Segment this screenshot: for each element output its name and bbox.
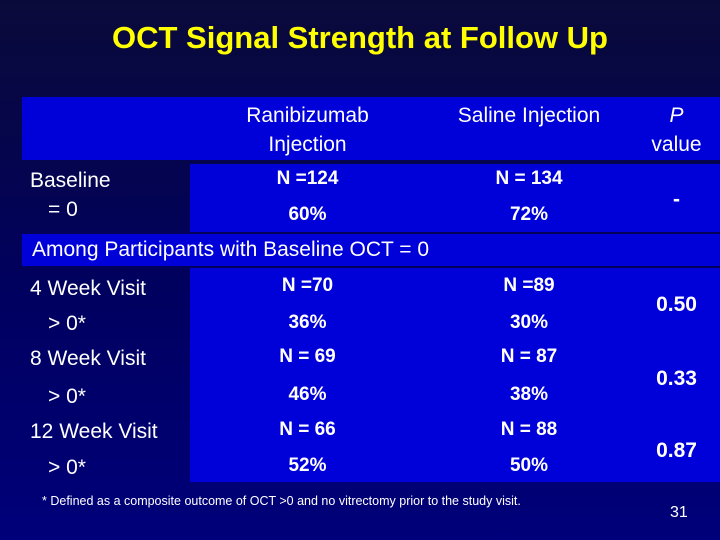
- visit-4-label: 4 Week Visit: [30, 277, 146, 300]
- header-ranibizumab-line1: Ranibizumab: [246, 104, 369, 127]
- visit-12-n-ranibizumab: N = 66: [279, 419, 336, 440]
- header-p-bg: [633, 97, 720, 160]
- visits-values-bg: [190, 268, 633, 482]
- baseline-n-saline: N = 134: [495, 168, 563, 189]
- baseline-pct-ranibizumab: 60%: [288, 204, 327, 225]
- visit-4-n-ranibizumab: N =70: [281, 275, 334, 296]
- visit-12-sub: > 0*: [48, 456, 86, 479]
- visits-p-bg: [633, 268, 720, 482]
- baseline-label-line1: Baseline: [30, 169, 111, 192]
- visit-8-label: 8 Week Visit: [30, 347, 146, 370]
- visit-4-n-saline: N =89: [503, 275, 555, 296]
- header-empty-cell: [22, 97, 190, 160]
- baseline-label: Baseline = 0: [30, 169, 111, 222]
- visit-4-sub: > 0*: [48, 312, 86, 335]
- baseline-p-bg: [633, 164, 720, 232]
- visit-8-n-saline: N = 87: [500, 346, 558, 367]
- baseline-pct-saline: 72%: [509, 204, 549, 225]
- baseline-values-bg: [190, 164, 633, 232]
- visit-8-p-value: 0.33: [656, 367, 697, 390]
- baseline-label-line2: = 0: [48, 198, 78, 221]
- header-ranibizumab: Ranibizumab Injection: [190, 101, 425, 159]
- visit-12-label: 12 Week Visit: [30, 420, 158, 443]
- visit-12-n-saline: N = 88: [500, 419, 558, 440]
- visit-4-pct-ranibizumab: 36%: [288, 312, 327, 333]
- baseline-p-value: -: [673, 188, 680, 211]
- section-title: Among Participants with Baseline OCT = 0: [22, 234, 720, 266]
- visit-8-pct-ranibizumab: 46%: [288, 384, 327, 405]
- header-p-value: P value: [633, 101, 720, 159]
- header-ranibizumab-bg: [190, 97, 425, 160]
- visit-4-p-value: 0.50: [656, 293, 697, 316]
- slide-title: OCT Signal Strength at Follow Up: [112, 20, 608, 55]
- visit-12-pct-saline: 50%: [509, 455, 549, 476]
- visit-8-pct-saline: 38%: [509, 384, 549, 405]
- footnote: * Defined as a composite outcome of OCT …: [42, 494, 521, 508]
- visit-8-sub: > 0*: [48, 385, 86, 408]
- visit-4-pct-saline: 30%: [509, 312, 549, 333]
- header-p-line2: value: [651, 133, 702, 156]
- visit-8-n-ranibizumab: N = 69: [279, 346, 336, 367]
- page-number: 31: [670, 504, 688, 521]
- header-p-line1: P: [669, 104, 684, 127]
- header-saline-bg: [425, 97, 633, 160]
- baseline-n-ranibizumab: N =124: [276, 168, 339, 189]
- header-saline: Saline Injection: [457, 104, 601, 127]
- visit-12-pct-ranibizumab: 52%: [288, 455, 327, 476]
- header-ranibizumab-line2: Injection: [268, 133, 347, 156]
- visit-12-p-value: 0.87: [656, 439, 697, 462]
